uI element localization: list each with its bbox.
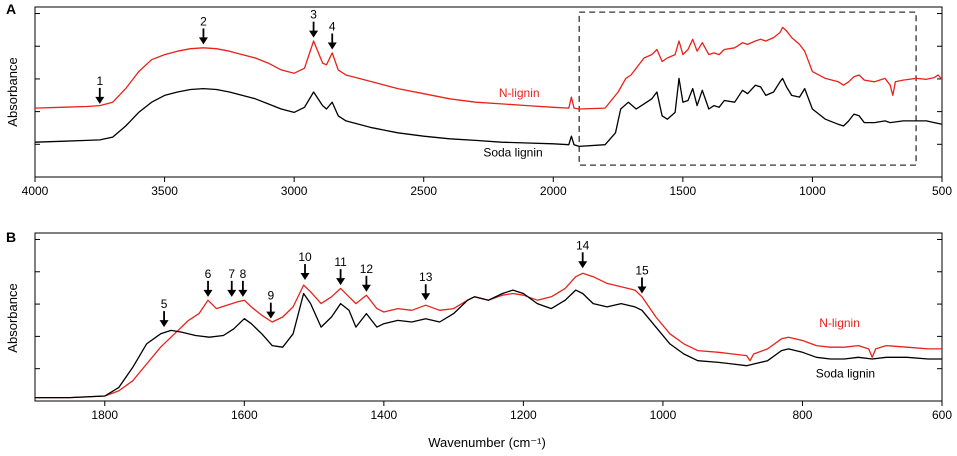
peak-arrow-head [159, 320, 169, 328]
peak-label: 14 [576, 238, 590, 252]
panel-b-x-tick-label: 1600 [231, 408, 258, 422]
peak-label: 7 [228, 267, 235, 281]
panel-b-x-tick-label: 600 [932, 408, 952, 422]
peak-arrow-head [95, 96, 105, 104]
panel-a-series-soda-lignin [34, 77, 943, 148]
peak-label: 1 [96, 74, 103, 88]
peak-label: 12 [360, 262, 374, 276]
panel-a-x-tick-label: 2000 [540, 184, 567, 198]
panel-a-series-n-lignin [34, 26, 943, 110]
peak-arrow-head [637, 286, 647, 294]
panel-a-x-tick-label: 1500 [670, 184, 697, 198]
peak-label: 13 [419, 270, 433, 284]
panel-a-x-tick-label: 2500 [410, 184, 437, 198]
peak-label: 8 [240, 267, 247, 281]
peak-arrow-head [327, 42, 337, 50]
panel-a-series-label: Soda lignin [483, 146, 542, 160]
panel-a-plot-frame [34, 6, 943, 178]
panel-b-x-axis-title: Wavenumber (cm⁻¹) [428, 435, 546, 450]
panel-a-x-tick-label: 3500 [151, 184, 178, 198]
peak-arrow-head [266, 311, 276, 319]
panel-b-x-tick-label: 1200 [510, 408, 537, 422]
panel-a-y-axis-title: Absorbance [5, 57, 20, 126]
peak-label: 6 [205, 267, 212, 281]
panel-b-series-soda-lignin [35, 289, 942, 399]
peak-label: 9 [267, 289, 274, 303]
peak-arrow-head [227, 289, 237, 297]
panel-b-plot-frame [34, 232, 943, 402]
panel-b-y-axis-title: Absorbance [5, 283, 20, 352]
panel-b-series-label: N-lignin [819, 316, 860, 330]
panel-a-x-tick-label: 4000 [22, 184, 49, 198]
peak-label: 3 [310, 8, 317, 22]
peak-arrow-head [336, 278, 346, 286]
peak-arrow-head [198, 37, 208, 45]
peak-arrow-head [203, 289, 213, 297]
peak-arrow-head [578, 261, 588, 269]
panel-b-x-tick-label: 1000 [650, 408, 677, 422]
peak-label: 11 [334, 255, 347, 269]
peak-label: 15 [635, 263, 649, 277]
peak-arrow-head [421, 293, 431, 301]
panel-b-letter: B [6, 229, 16, 245]
peak-arrow-head [361, 284, 371, 292]
peak-label: 2 [200, 14, 207, 28]
peak-arrow-head [238, 289, 248, 297]
panel-a: A Absorbance 4000 3500 3000 2500 2000 1500 100… [5, 1, 952, 198]
peak-label: 4 [329, 20, 336, 34]
peak-arrow-head [300, 273, 310, 281]
panel-a-x-tick-label: 1000 [799, 184, 826, 198]
peak-label: 5 [161, 297, 168, 311]
panel-b-x-tick-label: 1800 [91, 408, 118, 422]
panel-b-x-tick-label: 800 [792, 408, 812, 422]
panel-a-series-label: N-lignin [499, 86, 540, 100]
panel-b-series-n-lignin [35, 272, 942, 399]
panel-a-x-tick-label: 3000 [281, 184, 308, 198]
peak-label: 10 [298, 250, 312, 264]
zoom-region-box [578, 11, 917, 166]
panel-a-x-tick-label: 500 [932, 184, 952, 198]
panel-b-x-tick-label: 1400 [370, 408, 397, 422]
panel-b: B Absorbance Wavenumber (cm⁻¹) 1800 1600 1… [5, 229, 952, 450]
panel-a-letter: A [6, 1, 16, 17]
panel-b-series-label: Soda lignin [816, 366, 875, 380]
peak-arrow-head [309, 30, 319, 38]
